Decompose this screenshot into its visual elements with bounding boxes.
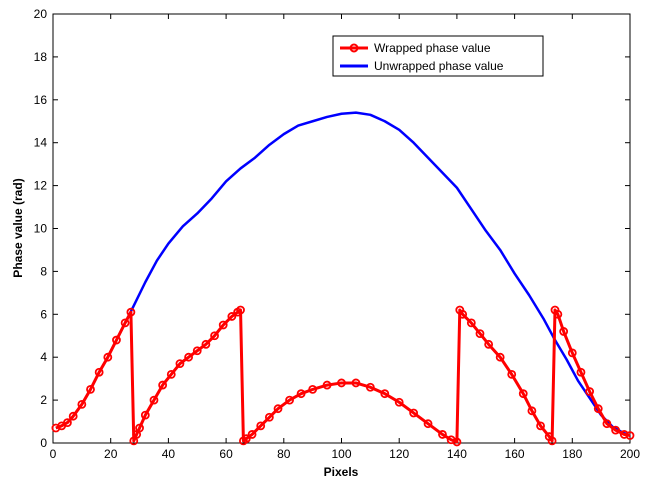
y-tick-label: 20 (34, 7, 48, 21)
y-tick-label: 16 (34, 93, 48, 107)
wrapped-phase-value-point (175, 359, 185, 369)
x-axis-title: Pixels (324, 465, 359, 479)
x-tick-label: 120 (389, 447, 409, 461)
x-tick-label: 160 (505, 447, 525, 461)
y-tick-label: 12 (34, 179, 48, 193)
wrapped-phase-value-point (553, 309, 563, 319)
wrapped-phase-value-point (63, 418, 72, 428)
series-layer (51, 111, 635, 447)
y-tick-label: 2 (40, 393, 47, 407)
x-tick-label: 200 (620, 447, 640, 461)
wrapped-phase-value-point (507, 369, 517, 379)
wrapped-phase-value-point (351, 378, 361, 388)
wrapped-phase-value-point (236, 305, 245, 315)
wrapped-phase-value-point (264, 412, 274, 422)
wrapped-phase-value-point (458, 309, 468, 319)
wrapped-phase-value-point (484, 339, 494, 349)
wrapped-phase-value-point (380, 389, 390, 399)
wrapped-phase-value-point (126, 307, 136, 317)
y-axis-title: Phase value (rad) (11, 178, 25, 277)
x-axis: 0 20 40 60 80 100 120 140 160 180 200 (50, 14, 640, 461)
wrapped-phase-value-point (337, 378, 346, 388)
wrapped-phase-value-point (68, 411, 78, 421)
wrapped-phase-value-point (322, 380, 332, 390)
x-tick-label: 20 (104, 447, 118, 461)
wrapped-phase-value-point (86, 384, 95, 394)
x-tick-label: 140 (447, 447, 467, 461)
wrapped-phase-value-point (365, 382, 375, 392)
wrapped-phase-value-point (285, 395, 294, 405)
wrapped-phase-value-point (112, 335, 121, 345)
wrapped-phase-value-point (149, 395, 159, 405)
y-tick-label: 14 (34, 136, 48, 150)
wrapped-phase-value-point (120, 318, 130, 328)
wrapped-phase-value-point (567, 348, 577, 358)
wrapped-phase-value-point (218, 320, 228, 330)
wrapped-phase-value-point (409, 408, 419, 418)
legend-box (332, 35, 544, 77)
legend-wrapped-label: Wrapped phase value (374, 41, 491, 55)
wrapped-phase-value-point (103, 352, 113, 362)
wrapped-phase-value-point (184, 352, 193, 362)
y-axis: 0 2 4 6 8 10 12 14 16 18 20 (34, 7, 630, 450)
x-tick-label: 100 (331, 447, 351, 461)
wrapped-phase-value-point (593, 404, 603, 414)
wrapped-phase-value-point (527, 406, 537, 416)
wrapped-phase-value-point (201, 339, 211, 349)
wrapped-phase-value-point (140, 410, 150, 420)
wrapped-phase-value-point (256, 421, 266, 431)
plot-area (52, 13, 631, 444)
wrapped-phase-value-point (611, 425, 620, 435)
wrapped-phase-value-point (394, 397, 404, 407)
x-tick-label: 60 (219, 447, 233, 461)
wrapped-phase-value-point (559, 327, 569, 336)
wrapped-phase-value-point (273, 404, 283, 414)
wrapped-phase-value-point (296, 389, 306, 399)
wrapped-phase-value-point (602, 419, 612, 429)
y-tick-label: 6 (40, 307, 47, 321)
legend: Wrapped phase value Unwrapped phase valu… (332, 35, 544, 77)
wrapped-phase-value-point (166, 369, 176, 379)
y-tick-label: 10 (34, 222, 48, 236)
wrapped-phase-value-point (452, 437, 462, 447)
wrapped-phase-value-point (547, 436, 557, 446)
wrapped-phase-value-point (576, 367, 586, 377)
wrapped-phase-value-point (247, 430, 257, 439)
wrapped-phase-value-point (241, 434, 251, 444)
wrapped-phase-value-point (135, 423, 144, 433)
wrapped-phase-value-point (536, 421, 545, 431)
wrapped-phase-value-point (423, 419, 433, 429)
wrapped-phase-value-point (625, 431, 635, 440)
wrapped-phase-value-point (77, 399, 87, 409)
wrapped-phase-value-point (308, 384, 318, 394)
legend-wrapped-marker (349, 43, 359, 53)
wrapped-phase-value-point (518, 389, 528, 399)
x-tick-label: 80 (277, 447, 291, 461)
x-tick-label: 180 (562, 447, 582, 461)
y-tick-label: 18 (34, 50, 48, 64)
wrapped-phase-value-point (192, 346, 202, 356)
wrapped-phase-value-point (475, 329, 485, 339)
wrapped-phase-value-point (438, 430, 447, 439)
y-tick-label: 0 (40, 436, 47, 450)
wrapped-phase-value-point (585, 387, 595, 396)
wrapped-phase-value-point (210, 331, 219, 341)
x-tick-label: 40 (162, 447, 176, 461)
wrapped-phase-value-point (94, 367, 104, 377)
wrapped-phase-value-point (619, 430, 629, 439)
wrapped-phase-value-point (227, 312, 237, 321)
wrapped-phase-value-point (495, 352, 505, 362)
wrapped-phase-value-point (466, 318, 476, 328)
y-tick-label: 8 (40, 264, 47, 278)
legend-unwrapped-label: Unwrapped phase value (374, 59, 504, 73)
x-tick-label: 0 (50, 447, 57, 461)
wrapped-phase-value-point (158, 380, 168, 390)
y-tick-label: 4 (40, 350, 47, 364)
